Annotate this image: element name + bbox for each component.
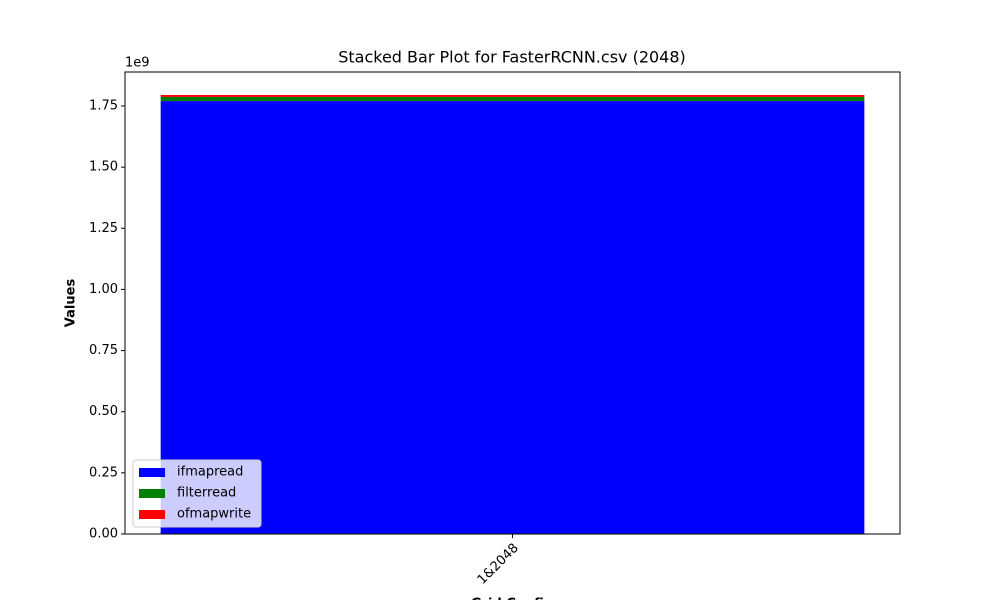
y-tick-label: 0.75 — [89, 343, 118, 358]
y-tick-label: 0.00 — [89, 527, 118, 542]
y-tick-label: 0.25 — [89, 465, 118, 480]
legend-label: filterread — [177, 486, 236, 501]
legend-swatch — [139, 489, 165, 498]
y-tick-label: 0.50 — [89, 404, 118, 419]
x-axis-label: Grid Config — [471, 597, 553, 600]
y-offset-label: 1e9 — [125, 56, 150, 71]
y-tick-label: 1.75 — [89, 98, 118, 113]
y-tick-label: 1.00 — [89, 282, 118, 297]
y-tick-label: 1.25 — [89, 221, 118, 236]
bar-segment — [160, 96, 865, 102]
plot-frame — [124, 71, 901, 535]
legend-label: ofmapwrite — [177, 507, 251, 522]
legend-swatch — [139, 468, 165, 477]
bar-segment — [160, 94, 865, 97]
bar-segment — [160, 101, 865, 535]
legend-swatch — [139, 510, 165, 519]
y-tick-label: 1.50 — [89, 160, 118, 175]
y-axis-label: Values — [64, 279, 79, 328]
chart-title: Stacked Bar Plot for FasterRCNN.csv (204… — [338, 48, 686, 67]
legend-label: ifmapread — [177, 465, 243, 480]
